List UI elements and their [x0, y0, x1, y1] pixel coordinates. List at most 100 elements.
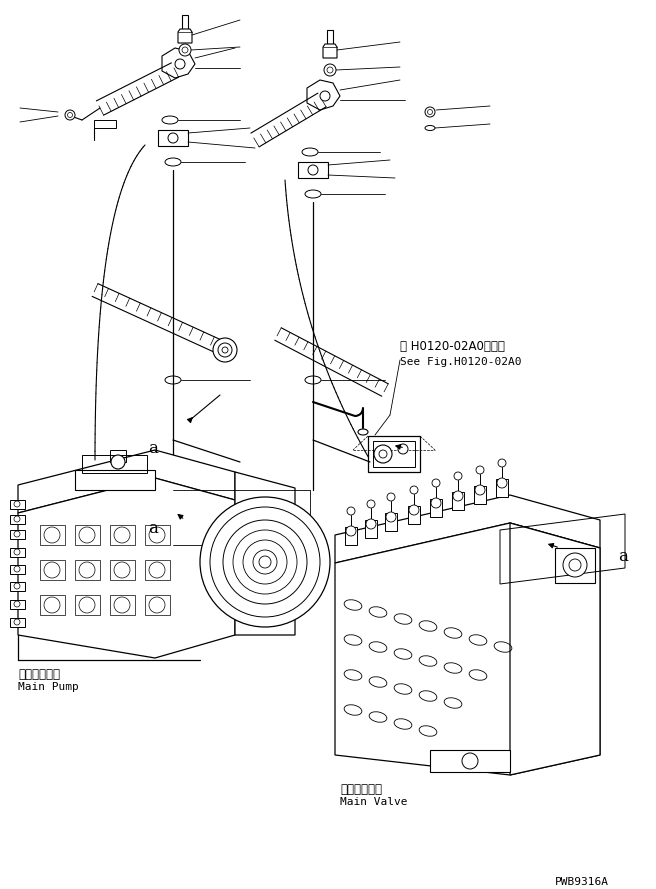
Bar	[94, 120, 116, 128]
Circle shape	[498, 459, 506, 467]
Circle shape	[79, 597, 95, 613]
Bar	[110, 525, 135, 545]
Bar	[40, 560, 65, 580]
Circle shape	[428, 109, 432, 115]
Bar	[430, 750, 510, 772]
Circle shape	[200, 497, 330, 627]
Circle shape	[409, 505, 419, 515]
Polygon shape	[307, 80, 340, 110]
Circle shape	[497, 478, 507, 488]
Polygon shape	[323, 44, 337, 58]
Bar	[145, 525, 170, 545]
Bar	[10, 515, 25, 524]
Bar	[110, 595, 135, 615]
Text: メインバルブ: メインバルブ	[340, 783, 382, 796]
Bar	[345, 527, 357, 545]
Bar	[10, 618, 25, 627]
Bar	[496, 479, 508, 497]
Circle shape	[179, 44, 191, 56]
Bar	[298, 162, 328, 178]
Circle shape	[563, 553, 587, 577]
Bar	[368, 436, 420, 472]
Circle shape	[386, 512, 396, 522]
Bar	[452, 492, 464, 510]
Bar	[110, 450, 126, 462]
Circle shape	[79, 527, 95, 543]
Circle shape	[182, 47, 188, 53]
Circle shape	[233, 530, 297, 594]
Polygon shape	[335, 495, 600, 563]
Circle shape	[111, 455, 125, 469]
Circle shape	[398, 444, 408, 454]
Text: a: a	[618, 548, 628, 565]
Circle shape	[432, 479, 440, 487]
Bar	[82, 455, 147, 473]
Circle shape	[14, 619, 20, 625]
Bar	[555, 548, 595, 583]
Circle shape	[454, 472, 462, 480]
Circle shape	[14, 566, 20, 572]
Bar	[408, 506, 420, 524]
Circle shape	[14, 531, 20, 537]
Circle shape	[213, 338, 237, 362]
Circle shape	[222, 347, 228, 353]
Bar	[145, 595, 170, 615]
Circle shape	[114, 562, 130, 578]
Circle shape	[14, 601, 20, 607]
Circle shape	[223, 520, 307, 604]
Bar	[10, 582, 25, 591]
Circle shape	[218, 343, 232, 357]
Circle shape	[149, 597, 165, 613]
Circle shape	[374, 445, 392, 463]
Text: 第 H0120-02A0図参照: 第 H0120-02A0図参照	[400, 340, 505, 353]
Circle shape	[346, 526, 356, 536]
Circle shape	[168, 133, 178, 143]
Circle shape	[114, 527, 130, 543]
Circle shape	[14, 549, 20, 555]
Circle shape	[569, 559, 581, 571]
Circle shape	[431, 498, 441, 508]
Circle shape	[410, 486, 418, 494]
Polygon shape	[162, 48, 195, 78]
Circle shape	[210, 507, 320, 617]
Circle shape	[149, 527, 165, 543]
Circle shape	[44, 527, 60, 543]
Bar	[474, 486, 486, 504]
Circle shape	[259, 556, 271, 568]
Circle shape	[253, 550, 277, 574]
Circle shape	[425, 107, 435, 117]
Text: Main Pump: Main Pump	[18, 682, 79, 692]
Bar	[365, 520, 377, 538]
Bar	[75, 525, 100, 545]
Circle shape	[324, 64, 336, 76]
Bar	[182, 15, 188, 29]
Circle shape	[379, 450, 387, 458]
Circle shape	[476, 466, 484, 474]
Polygon shape	[510, 523, 600, 775]
Text: a: a	[148, 520, 158, 537]
Bar	[10, 530, 25, 539]
Circle shape	[65, 110, 75, 120]
Circle shape	[475, 485, 485, 495]
Bar	[430, 499, 442, 517]
Circle shape	[243, 540, 287, 584]
Bar	[110, 560, 135, 580]
Circle shape	[14, 516, 20, 522]
Bar	[10, 548, 25, 557]
Circle shape	[114, 597, 130, 613]
Bar	[75, 470, 155, 490]
Bar	[158, 130, 188, 146]
Polygon shape	[178, 29, 192, 43]
Text: PWB9316A: PWB9316A	[555, 877, 609, 887]
Circle shape	[453, 491, 463, 501]
Circle shape	[462, 753, 478, 769]
Circle shape	[44, 597, 60, 613]
Polygon shape	[18, 450, 235, 513]
Circle shape	[320, 91, 330, 101]
Circle shape	[366, 519, 376, 529]
Bar	[40, 595, 65, 615]
Circle shape	[149, 562, 165, 578]
Bar	[10, 500, 25, 509]
Circle shape	[68, 113, 73, 117]
Polygon shape	[335, 523, 600, 775]
